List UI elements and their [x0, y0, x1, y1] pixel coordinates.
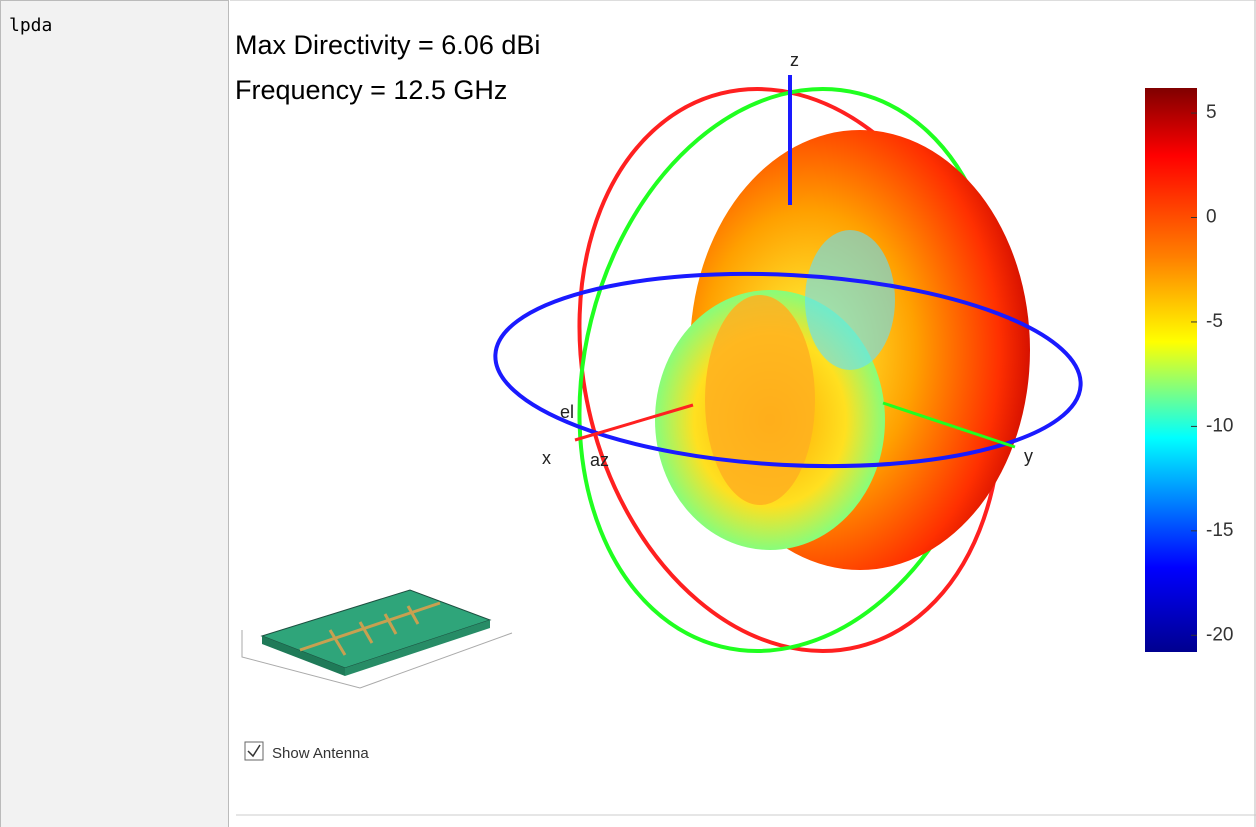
- axis-label: az: [590, 450, 609, 470]
- colorbar-tick-label: 5: [1206, 102, 1217, 123]
- thumb-axes: [241, 630, 513, 689]
- checkmark: [247, 744, 261, 758]
- axis-label: y: [1024, 446, 1033, 466]
- colorbar-tick-label: -5: [1206, 311, 1223, 332]
- axis-label: x: [542, 448, 551, 468]
- colorbar-tick-label: -20: [1206, 624, 1233, 645]
- null-region: [805, 230, 895, 370]
- checkbox[interactable]: [244, 741, 264, 761]
- checkbox-label[interactable]: Show Antenna: [272, 745, 369, 762]
- antenna-dipoles: [328, 605, 420, 656]
- axis-label: z: [790, 50, 799, 70]
- antenna-board: [345, 620, 490, 676]
- colorbar-tick-label: 0: [1206, 207, 1217, 228]
- antenna-board: [262, 636, 345, 676]
- y-axis: [882, 401, 1016, 449]
- side-lobe: [705, 295, 815, 505]
- title-line: Frequency = 12.5 GHz: [235, 75, 507, 105]
- cell-label: lpda: [9, 15, 53, 36]
- antenna-feed: [299, 601, 441, 652]
- cell-label-column: lpda: [0, 0, 229, 827]
- colorbar-tick-label: -15: [1206, 520, 1233, 541]
- axis-label: el: [560, 402, 574, 422]
- colorbar-tick-label: -10: [1206, 415, 1233, 436]
- title-line: Max Directivity = 6.06 dBi: [235, 30, 540, 60]
- colorbar: [1145, 88, 1197, 652]
- blue-ring: [493, 271, 1083, 469]
- x-axis: [574, 403, 694, 442]
